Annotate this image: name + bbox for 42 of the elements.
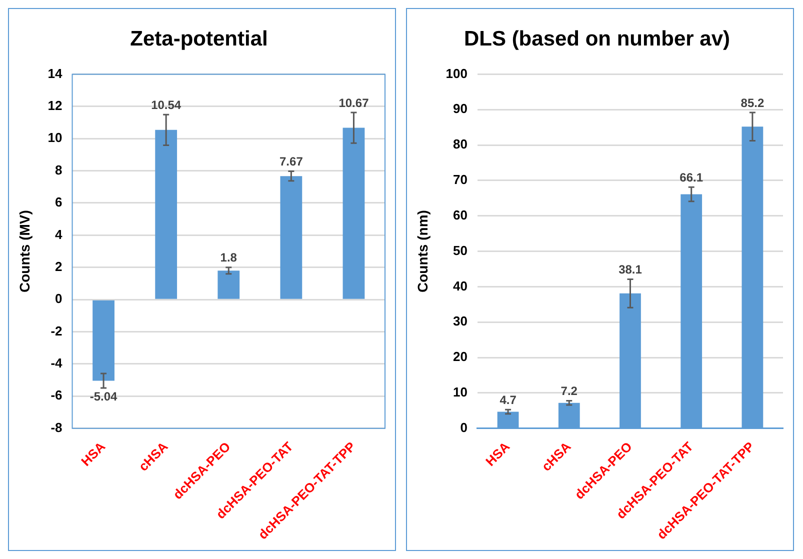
y-tick-label: 70 [453,172,468,188]
chart-title: Zeta-potential [130,27,268,50]
y-tick-label: 30 [453,314,468,329]
y-tick-label: 14 [48,66,64,81]
y-tick-label: 4 [55,226,64,242]
data-label: 4.7 [500,392,517,407]
y-tick-label: -6 [50,388,62,403]
y-tick-label: 100 [446,66,468,81]
chart-title: DLS (based on number av) [464,27,730,50]
data-label: -5.04 [90,389,118,404]
data-label: 38.1 [618,262,642,277]
data-label: 10.67 [338,96,370,110]
y-tick-label: -4 [50,356,64,371]
y-tick-label: 10 [48,130,62,146]
y-tick-label: 2 [55,258,62,274]
y-tick-label: 80 [453,136,468,152]
y-tick-label: 0 [460,420,468,435]
data-label: 66.1 [680,170,704,184]
y-tick-label: 10 [453,384,468,400]
y-tick-label: -2 [50,323,62,338]
bar [155,130,178,299]
data-label: 10.54 [151,98,182,112]
y-tick-label: 50 [453,242,468,258]
y-tick-label: 20 [453,349,468,364]
y-tick-label: 40 [453,278,468,294]
data-label: 85.2 [740,96,764,110]
y-tick-label: 12 [48,98,62,113]
y-tick-label: 90 [453,101,468,116]
bar [92,300,114,381]
data-label: 7.2 [560,384,578,398]
bar [280,176,302,299]
y-tick-label: 0 [55,291,62,306]
y-tick-label: 6 [55,194,62,210]
bar [342,128,365,299]
data-label: 7.67 [280,154,304,169]
y-tick-label: 60 [453,207,468,222]
bar [218,270,240,299]
y-tick-label: 8 [55,162,62,178]
y-tick-label: -8 [50,420,62,435]
y-axis-title: Counts (nm) [414,210,430,292]
data-label: 1.8 [220,250,238,265]
y-axis-title: Counts (MV) [16,210,32,292]
